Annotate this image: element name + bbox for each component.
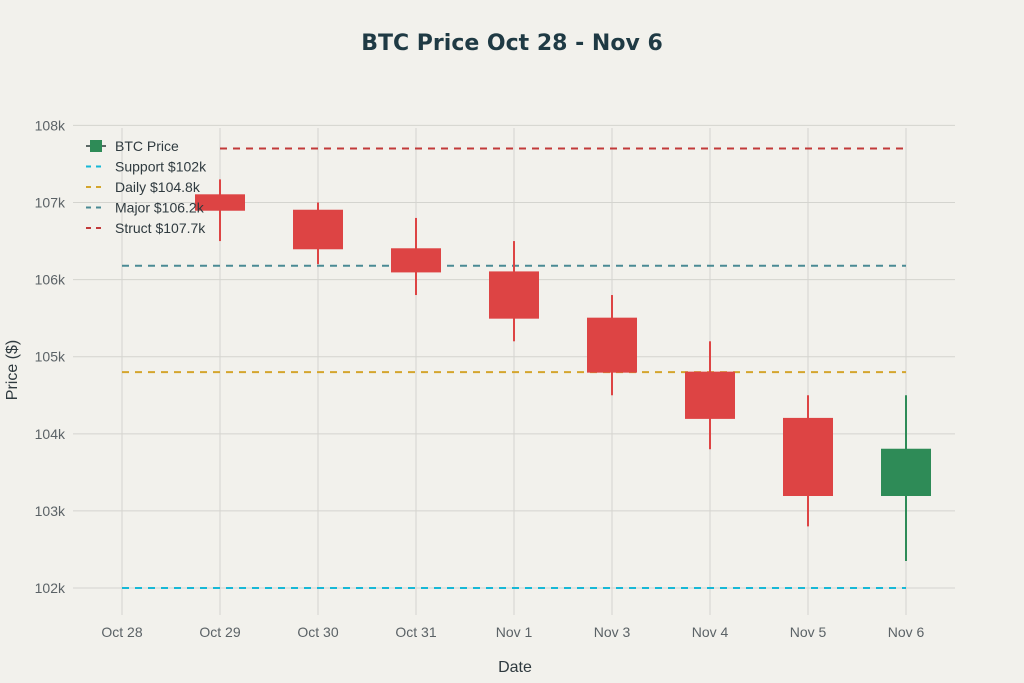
candle-body [195, 194, 245, 211]
x-tick-label: Oct 30 [297, 624, 338, 640]
candle-body [783, 417, 833, 496]
legend-swatch-candle [90, 140, 102, 152]
candle-body [685, 371, 735, 419]
candle [783, 395, 833, 527]
legend-label: Major $106.2k [115, 200, 205, 216]
candle [881, 395, 931, 562]
x-axis-ticks: Oct 28 Oct 29 Oct 30 Oct 31 Nov 1 Nov 3 Nov 4 N… [101, 624, 924, 640]
x-tick-label: Nov 6 [888, 624, 925, 640]
x-axis-title: Date [498, 659, 532, 676]
legend-item[interactable]: Major $106.2k [86, 200, 205, 216]
x-tick-label: Nov 5 [790, 624, 827, 640]
candles [195, 179, 931, 562]
candle-body [293, 209, 343, 250]
x-tick-label: Oct 31 [395, 624, 436, 640]
legend[interactable]: BTC Price Support $102k Daily $104.8k Major… [86, 138, 207, 236]
candle-body [587, 317, 637, 373]
chart-title: BTC Price Oct 28 - Nov 6 [361, 31, 663, 56]
y-tick-label: 104k [35, 426, 66, 442]
x-tick-label: Oct 28 [101, 624, 142, 640]
y-axis-ticks: 102k 103k 104k 105k 106k 107k 108k [35, 117, 66, 596]
legend-label: BTC Price [115, 138, 179, 154]
candle [685, 341, 735, 450]
candle [489, 241, 539, 342]
legend-item[interactable]: Struct $107.7k [86, 220, 206, 236]
legend-label: Daily $104.8k [115, 179, 201, 195]
candle-body [391, 248, 441, 273]
y-tick-label: 103k [35, 503, 66, 519]
legend-label: Support $102k [115, 159, 207, 175]
y-tick-label: 105k [35, 349, 66, 365]
x-tick-label: Oct 29 [199, 624, 240, 640]
y-tick-label: 106k [35, 272, 66, 288]
candle [391, 217, 441, 296]
x-tick-label: Nov 4 [692, 624, 729, 640]
y-axis-title: Price ($) [4, 340, 21, 400]
legend-item[interactable]: Daily $104.8k [86, 179, 201, 195]
x-tick-label: Nov 1 [496, 624, 533, 640]
candle-body [489, 271, 539, 319]
y-tick-label: 108k [35, 117, 66, 133]
candle [195, 179, 245, 242]
candle [587, 295, 637, 396]
candle-body [881, 448, 931, 496]
legend-item[interactable]: BTC Price [86, 138, 179, 154]
y-tick-label: 107k [35, 195, 66, 211]
x-tick-label: Nov 3 [594, 624, 631, 640]
legend-item[interactable]: Support $102k [86, 159, 207, 175]
candle [293, 202, 343, 265]
y-tick-label: 102k [35, 580, 66, 596]
legend-label: Struct $107.7k [115, 220, 206, 236]
